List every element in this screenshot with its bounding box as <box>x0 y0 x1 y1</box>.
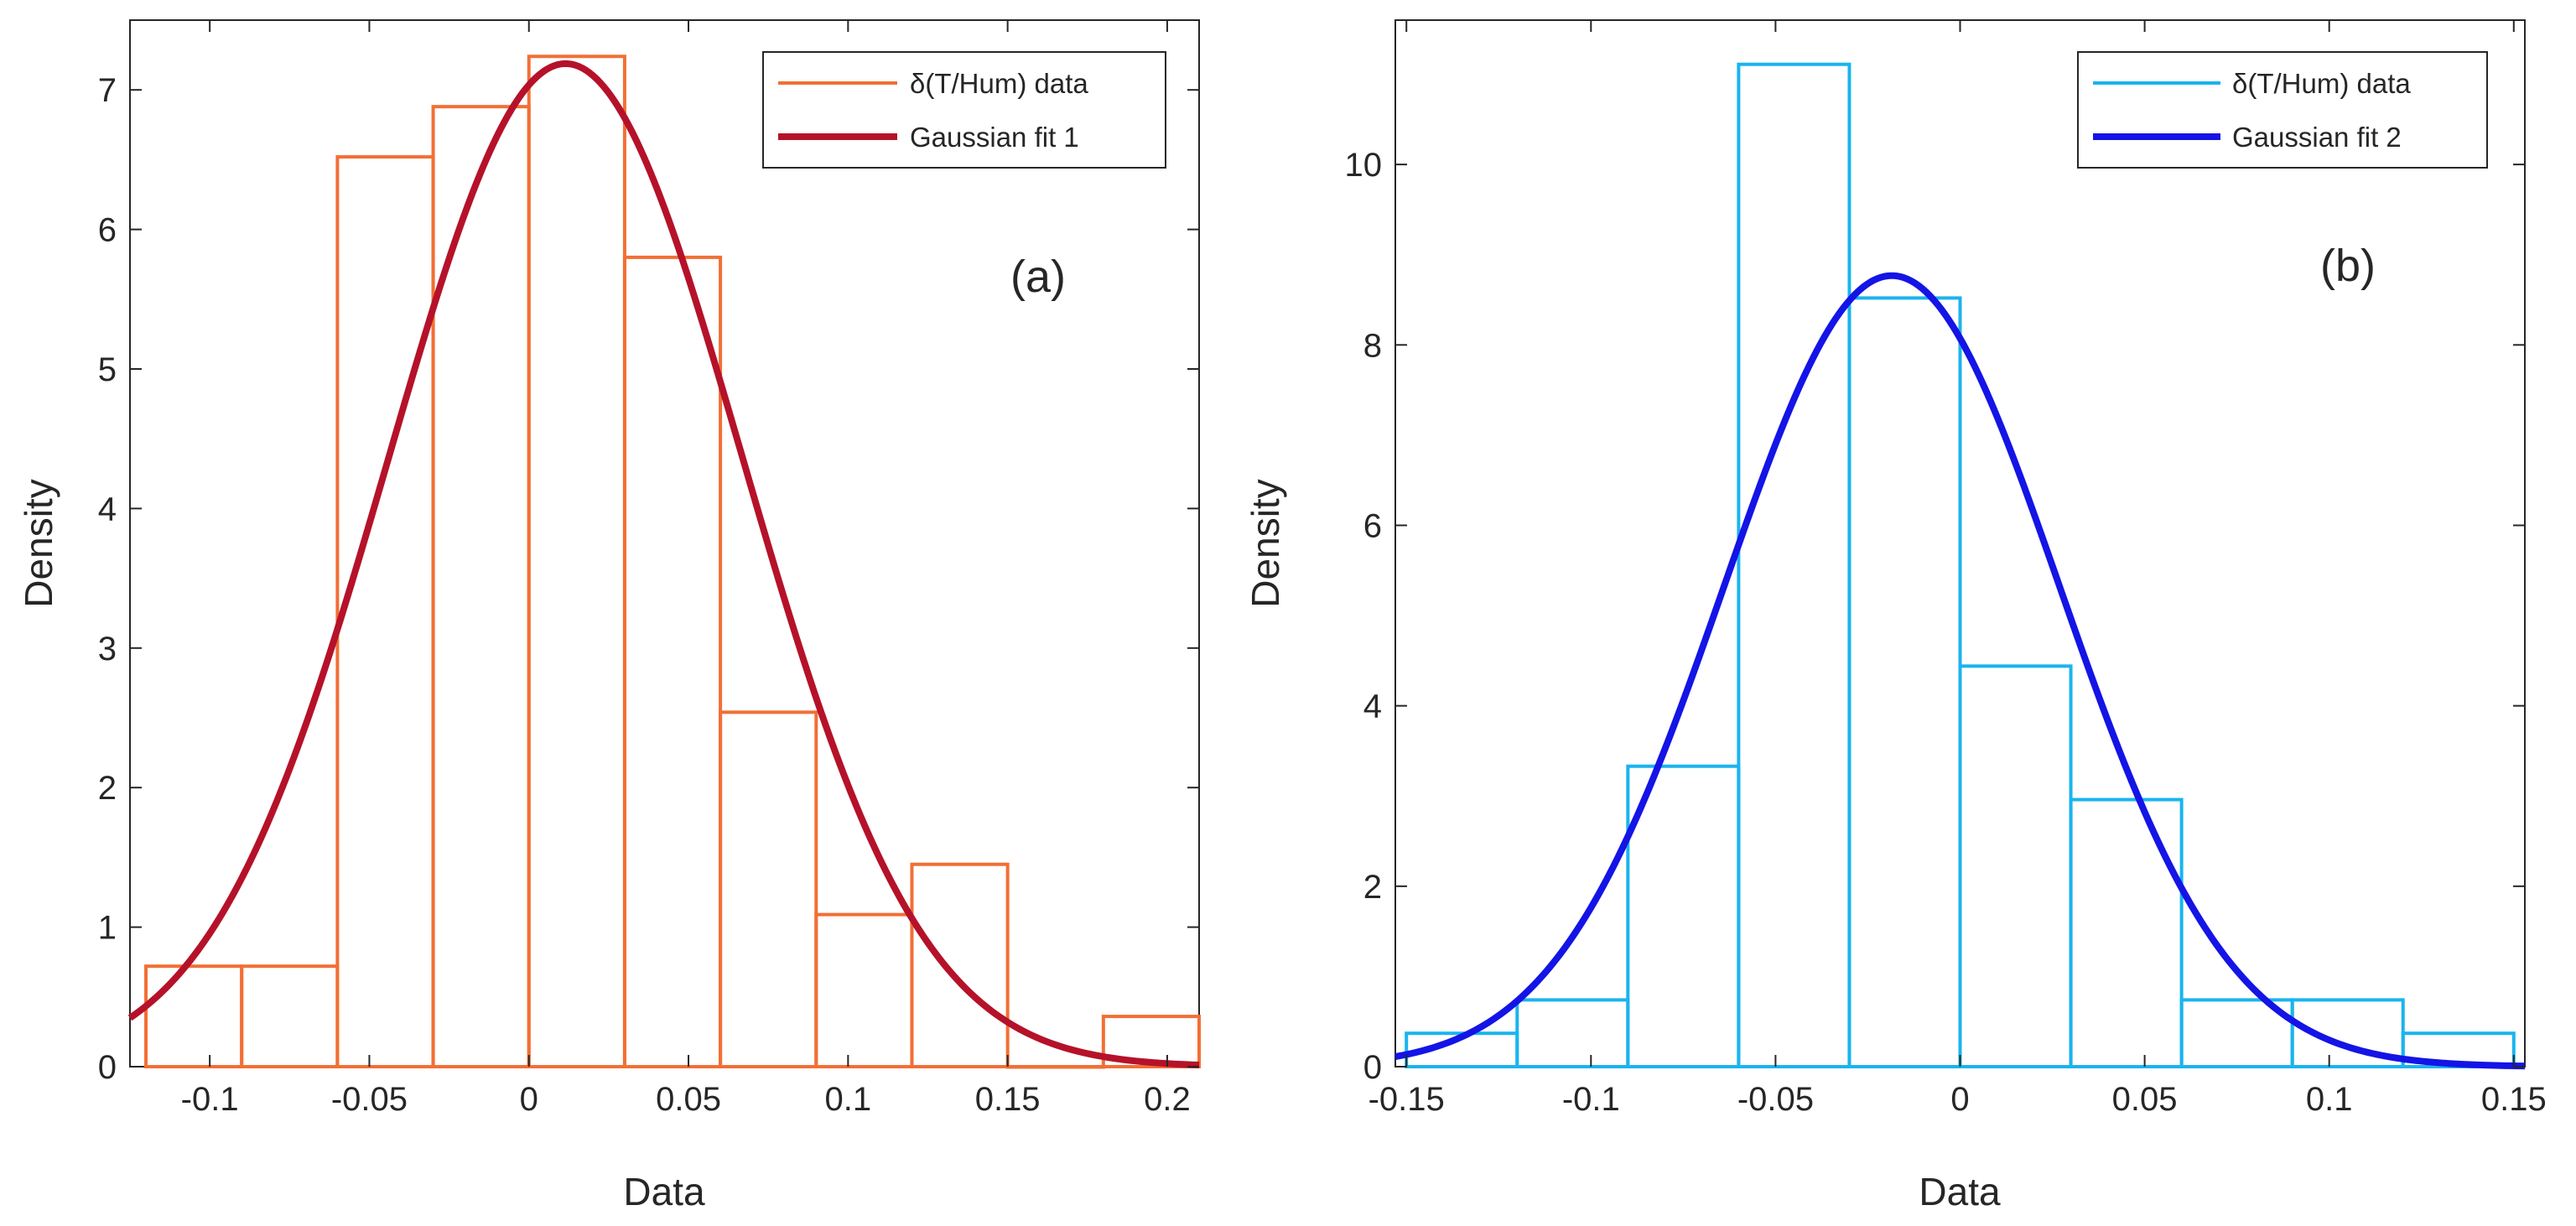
legend-box <box>2077 51 2488 169</box>
histogram-bar-7 <box>719 710 818 1068</box>
legend-box <box>762 51 1166 169</box>
x-tick-label: 0.15 <box>2481 1081 2547 1118</box>
x-tick-label: 0 <box>1950 1081 1969 1118</box>
x-axis-ticks: -0.1 -0.05 0 0.05 0.1 0.15 0.2 <box>181 20 1191 1118</box>
y-tick-label: 6 <box>98 212 117 249</box>
x-axis-label: Data <box>1919 1170 2001 1213</box>
x-tick-label: -0.1 <box>1562 1081 1620 1118</box>
histogram-bar-9 <box>910 862 1010 1068</box>
gaussian-fit-curve <box>1394 272 2526 1070</box>
histogram-bar-10 <box>1005 1065 1105 1069</box>
x-tick-label: 0.05 <box>656 1081 721 1118</box>
y-tick-label: 3 <box>98 631 117 668</box>
legend: δ(T/Hum) data Gaussian fit 1 <box>762 51 1166 169</box>
panel-label: (b) <box>2320 241 2376 291</box>
histogram-bar-7 <box>2069 797 2184 1068</box>
x-tick-label: 0.1 <box>825 1081 872 1118</box>
y-tick-label: 8 <box>1363 327 1382 364</box>
plot-area-frame <box>129 19 1200 1068</box>
y-tick-label: 10 <box>1345 147 1383 184</box>
legend-label-fit: Gaussian fit 2 <box>2232 122 2402 153</box>
legend-label-data: δ(T/Hum) data <box>910 68 1088 99</box>
x-tick-label: -0.05 <box>1737 1081 1814 1118</box>
histogram-bars <box>144 55 1202 1069</box>
gaussian-fit-line <box>127 60 1200 1068</box>
histogram-bar-11 <box>1101 1015 1202 1068</box>
legend: δ(T/Hum) data Gaussian fit 2 <box>2077 51 2488 169</box>
legend-label-data: δ(T/Hum) data <box>2232 68 2411 99</box>
y-axis-ticks: 0 2 4 6 8 10 <box>1345 147 2525 1086</box>
y-tick-label: 0 <box>98 1049 117 1086</box>
gaussian-fit-line <box>1394 272 2526 1070</box>
y-tick-label: 5 <box>98 351 117 388</box>
y-tick-label: 4 <box>1363 688 1382 725</box>
y-tick-label: 6 <box>1363 507 1382 544</box>
chart-panel-a: -0.1 -0.05 0 0.05 0.1 0.15 0.2 0 1 2 3 4 5 6 7 Data D… <box>17 19 1202 1213</box>
y-tick-label: 0 <box>1363 1049 1382 1086</box>
y-tick-label: 7 <box>98 72 117 109</box>
panel-label: (a) <box>1010 252 1066 302</box>
x-tick-label: -0.1 <box>181 1081 239 1118</box>
histogram-bar-6 <box>622 255 723 1068</box>
x-tick-label: -0.15 <box>1368 1081 1445 1118</box>
y-tick-label: 2 <box>1363 869 1382 906</box>
y-tick-label: 2 <box>98 770 117 807</box>
legend-label-fit: Gaussian fit 1 <box>910 122 1079 153</box>
histogram-bars <box>1405 62 2516 1069</box>
x-tick-label: 0 <box>520 1081 538 1118</box>
x-tick-label: 0.05 <box>2112 1081 2178 1118</box>
y-tick-label: 4 <box>98 491 117 527</box>
x-axis-label: Data <box>623 1170 705 1213</box>
y-axis-label: Density <box>17 479 60 607</box>
x-tick-label: 0.2 <box>1144 1081 1191 1118</box>
x-tick-label: 0.15 <box>975 1081 1041 1118</box>
y-axis-ticks: 0 1 2 3 4 5 6 7 <box>98 72 1199 1086</box>
y-tick-label: 1 <box>98 910 117 947</box>
gaussian-fit-curve <box>127 60 1200 1068</box>
x-axis-ticks: -0.15 -0.1 -0.05 0 0.05 0.1 0.15 <box>1368 20 2547 1118</box>
x-tick-label: 0.1 <box>2306 1081 2353 1118</box>
y-axis-label: Density <box>1244 479 1287 607</box>
x-tick-label: -0.05 <box>331 1081 408 1118</box>
